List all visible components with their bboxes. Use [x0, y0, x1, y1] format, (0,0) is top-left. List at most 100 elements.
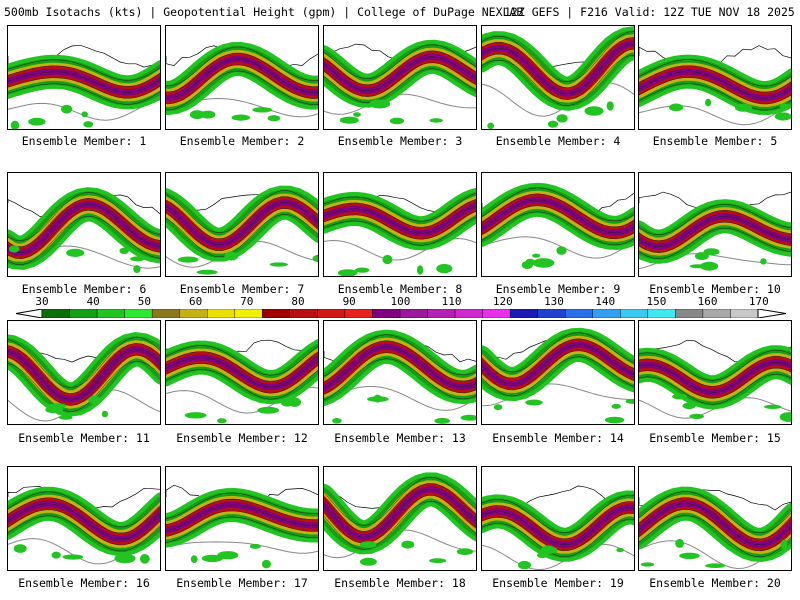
ensemble-member-label: Ensemble Member: 18 — [334, 576, 466, 590]
ensemble-map — [8, 486, 160, 565]
isotach-patch — [700, 261, 719, 271]
isotach-patch — [606, 101, 614, 111]
chart-header: 500mb Isotachs (kts) | Geopotential Heig… — [4, 3, 796, 21]
isotach-patch — [189, 110, 205, 120]
isotach-patch — [542, 545, 554, 551]
isotach-patch — [359, 557, 377, 566]
ensemble-member-label: Ensemble Member: 6 — [21, 282, 147, 296]
isotach-patch — [81, 111, 88, 118]
ensemble-member-label: Ensemble Member: 1 — [21, 134, 147, 148]
height-contour-line — [482, 495, 634, 533]
isotach-patch — [13, 544, 27, 553]
colorbar-swatch — [647, 309, 676, 318]
ensemble-map-panel — [323, 25, 477, 130]
ensemble-map — [482, 182, 634, 269]
isotach-patch — [556, 114, 568, 123]
ensemble-member-label: Ensemble Member: 15 — [649, 431, 781, 445]
height-contour-line — [8, 360, 160, 412]
height-contour-line — [8, 210, 160, 259]
isotach-patch — [429, 558, 447, 564]
isotach-patch — [359, 541, 377, 548]
isotach-patch — [682, 402, 696, 410]
height-contour-line — [8, 342, 160, 394]
isotach-patch — [269, 262, 288, 267]
colorbar-tick-label: 150 — [646, 295, 667, 308]
isotach-patch — [257, 406, 280, 414]
height-contour-line — [482, 193, 634, 228]
isotach-patch — [119, 247, 129, 254]
height-contour-line — [482, 205, 634, 240]
isotach-patch — [252, 107, 272, 113]
isotach-patch — [436, 263, 453, 274]
ensemble-member-label: Ensemble Member: 13 — [334, 431, 466, 445]
isotach-patch — [58, 415, 73, 420]
height-contour-line — [482, 31, 634, 82]
height-contour-line — [324, 205, 476, 234]
height-contour-line — [8, 336, 160, 388]
colorbar-tick-label: 70 — [240, 295, 254, 308]
height-contour-line — [482, 350, 634, 391]
height-contour-line — [482, 187, 634, 222]
height-contour-line — [166, 510, 318, 537]
height-contour-line — [482, 37, 634, 88]
height-contour-line — [639, 77, 791, 105]
ensemble-map — [324, 329, 476, 424]
height-contour-line — [639, 356, 791, 387]
isotach-patch — [133, 265, 141, 274]
isotach-patch — [8, 245, 20, 253]
ensemble-map-panel — [481, 172, 635, 277]
height-contour-line — [324, 56, 476, 91]
ensemble-map — [324, 472, 476, 566]
ensemble-map — [639, 45, 791, 126]
isotach-patch — [774, 112, 791, 121]
height-contour — [324, 237, 476, 261]
colorbar-swatch — [317, 309, 346, 318]
isotach-patch — [382, 254, 393, 265]
ensemble-map-panel — [165, 172, 319, 277]
colorbar-swatch — [565, 309, 593, 318]
height-contour-line — [166, 70, 318, 111]
ensemble-map-panel — [481, 466, 635, 571]
height-contour-line — [482, 55, 634, 106]
colorbar-tick-label: 50 — [137, 295, 152, 308]
ensemble-map-panel — [7, 320, 161, 425]
height-contour-line — [8, 509, 160, 546]
colorbar-swatch — [702, 309, 731, 318]
height-contour-line — [324, 211, 476, 240]
colorbar-swatch — [151, 309, 180, 318]
height-contour-line — [482, 338, 634, 379]
ensemble-map — [166, 484, 318, 569]
height-contour-line — [639, 59, 791, 87]
isotach-patch — [28, 117, 46, 126]
ensemble-map — [639, 486, 791, 570]
ensemble-member-label: Ensemble Member: 3 — [337, 134, 463, 148]
colorbar-swatch — [537, 309, 566, 318]
height-contour-line — [8, 354, 160, 406]
height-contour-line — [166, 492, 318, 519]
height-contour — [482, 236, 634, 259]
colorbar-swatch — [675, 309, 704, 318]
colorbar-swatch — [262, 309, 291, 318]
isotach-patch — [434, 417, 450, 424]
colorbar-swatch — [592, 309, 621, 318]
ensemble-map — [482, 26, 634, 129]
ensemble-map — [166, 185, 318, 275]
height-contour-line — [166, 196, 318, 239]
height-contour-line — [166, 357, 318, 388]
height-contour-line — [324, 68, 476, 103]
isotach-patch — [139, 554, 150, 564]
height-contour-line — [639, 497, 791, 540]
header-title: 500mb Isotachs (kts) | Geopotential Heig… — [4, 5, 524, 19]
ensemble-map-panel — [323, 466, 477, 571]
height-contour-line — [324, 334, 476, 377]
height-contour-line — [482, 49, 634, 100]
height-contour-line — [8, 83, 160, 105]
colorbar-swatch — [372, 309, 401, 318]
ensemble-map-panel — [165, 25, 319, 130]
height-contour-line — [639, 350, 791, 381]
isotach-patch — [373, 394, 382, 403]
isotach-patch — [734, 103, 753, 112]
ensemble-map-panel — [7, 25, 161, 130]
isotach-patch — [689, 264, 708, 269]
ensemble-map — [482, 485, 634, 570]
